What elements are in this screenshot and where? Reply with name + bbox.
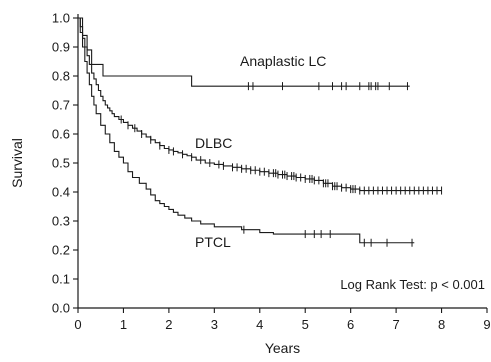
y-tick-label: 1.0 [52, 11, 70, 26]
x-tick-label: 7 [392, 317, 399, 332]
y-tick-label: 0.1 [52, 272, 70, 287]
x-tick-label: 2 [165, 317, 172, 332]
series-label-dlbc: DLBC [195, 135, 232, 151]
x-axis-title: Years [265, 340, 300, 356]
labels-group: Anaplastic LC DLBC PTCL Log Rank Test: p… [9, 53, 485, 356]
axes: 0.0 0.1 0.2 0.3 0.4 0.5 0.6 0.7 0.8 0.9 1.0 0 1 2 3 4 5 6… [52, 11, 491, 333]
y-tick-label: 0.5 [52, 156, 70, 171]
y-tick-label: 0.4 [52, 185, 70, 200]
y-axis-title: Survival [9, 138, 25, 188]
y-tick-label: 0.3 [52, 214, 70, 229]
x-tick-label: 8 [438, 317, 445, 332]
x-tick-label: 0 [74, 317, 81, 332]
log-rank-annotation: Log Rank Test: p < 0.001 [340, 277, 485, 292]
y-tick-label: 0.6 [52, 127, 70, 142]
series-label-anaplastic-lc: Anaplastic LC [240, 53, 326, 69]
series-line-ptcl [78, 17, 415, 244]
series-line-dlbc [78, 17, 442, 192]
y-tick-label: 0.7 [52, 98, 70, 113]
x-tick-label: 4 [256, 317, 263, 332]
y-tick-label: 0.0 [52, 301, 70, 316]
x-tick-label: 1 [120, 317, 127, 332]
series-group [78, 17, 443, 247]
y-tick-label: 0.2 [52, 243, 70, 258]
x-tick-label: 6 [347, 317, 354, 332]
series-label-ptcl: PTCL [195, 234, 231, 250]
x-tick-label: 5 [302, 317, 309, 332]
y-tick-label: 0.8 [52, 69, 70, 84]
x-tick-label: 3 [211, 317, 218, 332]
x-tick-label: 9 [483, 317, 490, 332]
y-tick-label: 0.9 [52, 40, 70, 55]
